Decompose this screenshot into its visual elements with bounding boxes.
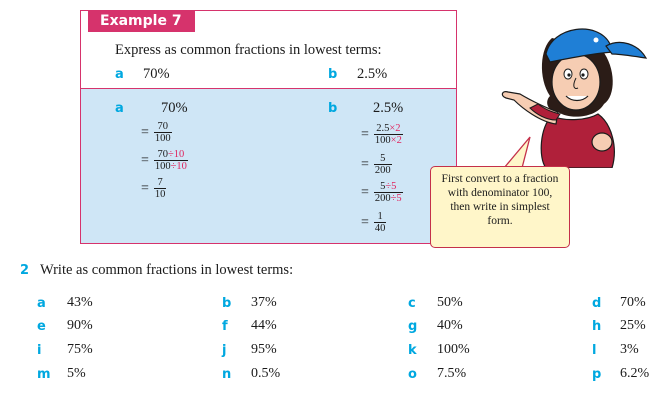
exercise-item-value: 0.5% (251, 366, 281, 381)
solution-a-step-2: = 70÷10 100÷10 (141, 149, 188, 172)
example-prompt-area: Express as common fractions in lowest te… (81, 32, 456, 88)
exercise-item-value: 37% (251, 295, 277, 310)
solution-b-heading: 2.5% (373, 100, 404, 116)
exercise-item-letter: a (37, 296, 46, 311)
exercise-item-value: 70% (620, 295, 646, 310)
exercise-item-letter: j (222, 343, 227, 358)
solution-a-heading: 70% (161, 100, 188, 116)
exercise-item-letter: f (222, 319, 228, 334)
exercise-item-value: 44% (251, 318, 277, 333)
solution-a-step-1: = 70 100 (141, 121, 172, 144)
exercise-item-value: 5% (67, 366, 86, 381)
part-a-value: 70% (143, 66, 170, 82)
exercise-item-value: 40% (437, 318, 463, 333)
example-title: Example 7 (88, 10, 195, 32)
exercise-item-letter: o (408, 367, 417, 382)
exercise-item-value: 25% (620, 318, 646, 333)
exercise-item-letter: e (37, 319, 46, 334)
exercise-item-letter: d (592, 296, 602, 311)
exercise-item-letter: b (222, 296, 232, 311)
example-prompt: Express as common fractions in lowest te… (115, 42, 382, 58)
speech-bubble: First convert to a fraction with denomin… (430, 166, 570, 248)
part-a-letter: a (115, 67, 124, 82)
solution-a-step-3: = 7 10 (141, 177, 167, 200)
exercise-item-letter: g (408, 319, 418, 334)
solution-b-step-1: = 2.5×2 100×2 (361, 123, 403, 146)
exercise-item-value: 95% (251, 342, 277, 357)
exercise-item-value: 3% (620, 342, 639, 357)
exercise-item-letter: m (37, 367, 51, 382)
part-b-value: 2.5% (357, 66, 388, 82)
solution-b-step-4: = 1 40 (361, 211, 387, 234)
speech-bubble-tail-icon (502, 136, 531, 169)
exercise-item-value: 100% (437, 342, 470, 357)
solution-b-step-3: = 5÷5 200÷5 (361, 181, 403, 204)
solution-a-letter: a (115, 101, 124, 116)
exercise-item-letter: n (222, 367, 232, 382)
solution-area: a 70% = 70 100 = 70÷10 100÷10 = 7 10 b 2.5… (81, 88, 456, 243)
exercise-item-value: 7.5% (437, 366, 467, 381)
exercise-item-value: 6.2% (620, 366, 650, 381)
part-b-letter: b (328, 67, 338, 82)
exercise-item-value: 75% (67, 342, 93, 357)
exercise-item-value: 90% (67, 318, 93, 333)
exercise-item-value: 50% (437, 295, 463, 310)
exercise-item-letter: l (592, 343, 597, 358)
exercise-item-letter: p (592, 367, 602, 382)
exercise-item-letter: h (592, 319, 602, 334)
exercise-item-letter: k (408, 343, 417, 358)
exercise-item-value: 43% (67, 295, 93, 310)
exercise-item-letter: i (37, 343, 42, 358)
exercise-item-letter: c (408, 296, 416, 311)
solution-b-step-2: = 5 200 (361, 153, 392, 176)
exercise-number: 2 (20, 263, 30, 278)
cartoon-character-icon (501, 28, 648, 168)
solution-b-letter: b (328, 101, 338, 116)
exercise-prompt: Write as common fractions in lowest term… (40, 262, 294, 278)
